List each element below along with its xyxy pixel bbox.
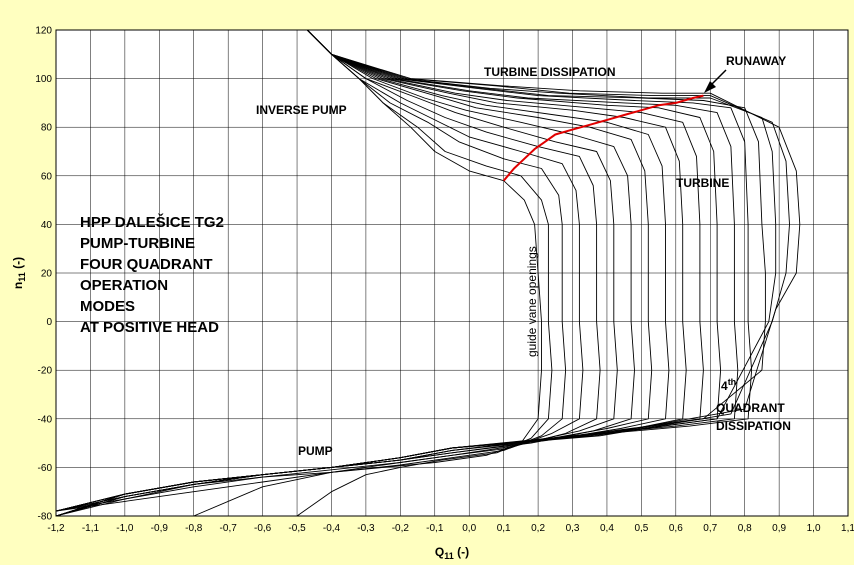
y-axis-title-main: n — [11, 282, 25, 289]
title-line-2: PUMP-TURBINE — [80, 235, 195, 252]
x-tick-label: 0,8 — [738, 523, 752, 534]
y-tick-label: -60 — [38, 463, 53, 474]
guide-vane-curve-18 — [55, 29, 801, 517]
label-guide-vane-openings: guide vane openings — [525, 246, 539, 357]
label-4th-sup: th — [728, 377, 737, 387]
x-tick-label: 1,1 — [841, 523, 854, 534]
y-axis-title: n11 (-) — [11, 257, 27, 289]
y-tick-label: 20 — [41, 269, 53, 280]
label-turbine-dissipation: TURBINE DISSIPATION — [484, 65, 616, 79]
x-axis-title-unit: (-) — [454, 545, 469, 559]
x-tick-label: -0,3 — [357, 523, 375, 534]
title-line-1: HPP DALEŠICE TG2 — [80, 213, 224, 231]
label-pump: PUMP — [298, 444, 333, 458]
x-tick-label: -1,2 — [47, 523, 65, 534]
x-axis-title-sub: 11 — [444, 551, 454, 561]
x-axis-title: Q11 (-) — [435, 545, 469, 561]
x-tick-label: -1,1 — [82, 523, 100, 534]
title-line-4: OPERATION — [80, 277, 168, 294]
x-tick-label: 0,5 — [634, 523, 648, 534]
plot-frame — [55, 29, 849, 517]
y-tick-label: -20 — [38, 366, 53, 377]
guide-vane-curve-1 — [55, 29, 542, 517]
y-axis-title-unit: (-) — [11, 257, 25, 272]
label-4th-number: 4 — [721, 379, 728, 393]
x-tick-label: -1,0 — [116, 523, 134, 534]
runaway-line-group — [502, 94, 704, 182]
label-inverse-pump: INVERSE PUMP — [256, 103, 347, 117]
x-tick-label: -0,6 — [254, 523, 272, 534]
y-tick-label: 100 — [35, 74, 52, 85]
guide-vane-curve-5 — [55, 29, 601, 512]
x-tick-label: 0,7 — [703, 523, 717, 534]
label-4th-quadrant: 4th — [721, 377, 736, 393]
x-tick-label: 0,6 — [669, 523, 683, 534]
chart-title-block: HPP DALEŠICE TG2 PUMP-TURBINE FOUR QUADR… — [80, 213, 224, 336]
x-tick-label: -0,8 — [185, 523, 203, 534]
y-tick-labels: -80 -60 -40 -20 0 20 40 60 80 100 120 — [35, 26, 52, 523]
guide-vane-curve-3 — [55, 29, 567, 512]
x-tick-label: -0,2 — [392, 523, 410, 534]
title-line-6: AT POSITIVE HEAD — [80, 319, 219, 336]
guide-vane-curves — [55, 29, 801, 517]
title-line-5: MODES — [80, 298, 135, 315]
runaway-arrow-head — [704, 81, 716, 93]
x-tick-label: -0,9 — [151, 523, 169, 534]
x-tick-label: 0,9 — [772, 523, 786, 534]
label-runaway: RUNAWAY — [726, 54, 786, 68]
label-turbine: TURBINE — [676, 176, 729, 190]
x-tick-labels: -1,2 -1,1 -1,0 -0,9 -0,8 -0,7 -0,6 -0,5 -0,4 -0,3… — [47, 523, 854, 534]
x-tick-label: 0,0 — [462, 523, 476, 534]
x-tick-label: 0,1 — [497, 523, 511, 534]
title-line-3: FOUR QUADRANT — [80, 256, 213, 273]
label-quadrant: QUADRANT — [716, 401, 785, 415]
x-tick-label: -0,4 — [323, 523, 341, 534]
x-tick-label: -0,5 — [288, 523, 306, 534]
runaway-curve — [502, 94, 704, 182]
x-tick-label: -0,7 — [220, 523, 238, 534]
x-tick-label: -0,1 — [426, 523, 444, 534]
x-tick-label: 1,0 — [807, 523, 821, 534]
x-tick-label: 0,4 — [600, 523, 614, 534]
y-tick-label: 0 — [46, 317, 52, 328]
label-dissipation: DISSIPATION — [716, 419, 791, 433]
y-tick-label: 120 — [35, 26, 52, 37]
x-tick-label: 0,2 — [531, 523, 545, 534]
x-axis-title-main: Q — [435, 545, 444, 559]
y-tick-label: -40 — [38, 414, 53, 425]
guide-vane-curve-2 — [296, 29, 553, 517]
x-tick-label: 0,3 — [566, 523, 580, 534]
y-tick-label: -80 — [38, 512, 53, 523]
y-tick-label: 60 — [41, 171, 53, 182]
y-tick-label: 80 — [41, 123, 53, 134]
y-tick-label: 40 — [41, 220, 53, 231]
y-axis-title-sub: 11 — [17, 272, 27, 282]
